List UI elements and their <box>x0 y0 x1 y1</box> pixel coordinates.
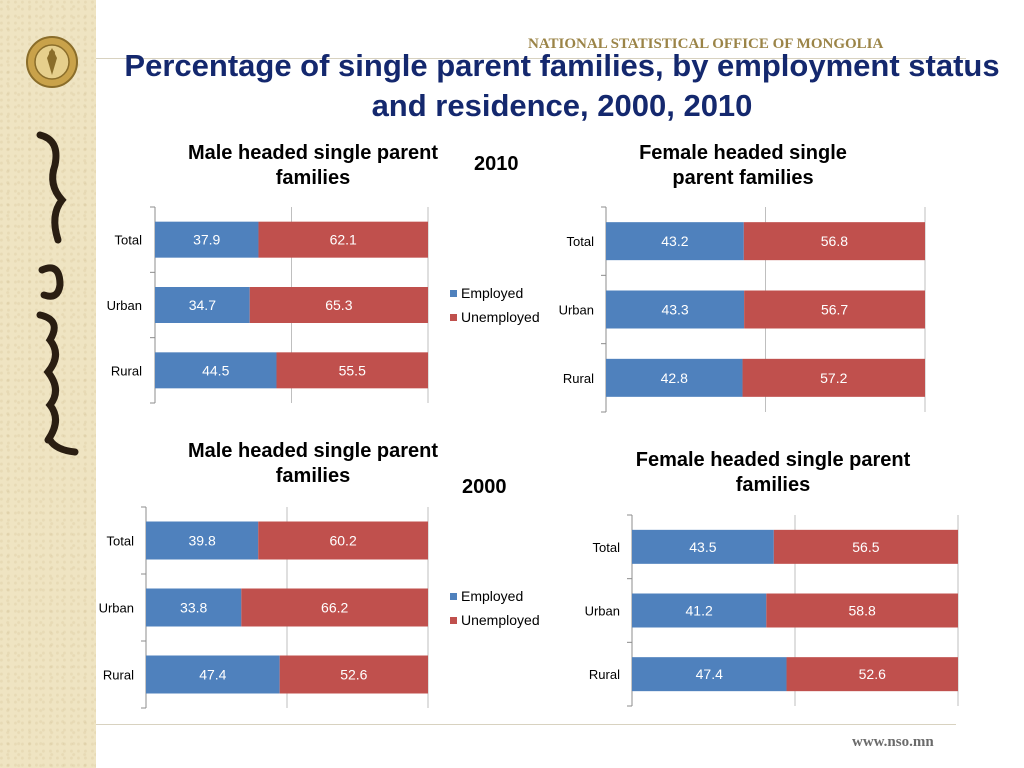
category-label: Rural <box>563 371 594 386</box>
data-label: 43.2 <box>661 233 688 249</box>
chart-title-male-2010: Male headed single parent families <box>187 142 439 189</box>
bar-unemployed <box>773 529 958 564</box>
bar-employed <box>146 521 259 560</box>
state-emblem-icon <box>26 36 78 88</box>
bar-unemployed <box>249 287 428 323</box>
data-label: 56.7 <box>821 302 848 318</box>
bar-employed <box>606 358 743 397</box>
bar-employed <box>632 529 774 564</box>
data-label: 34.7 <box>189 297 216 313</box>
legend-item-unemployed: Unemployed <box>450 305 540 329</box>
bar-employed <box>606 290 745 329</box>
bar-unemployed <box>766 593 958 628</box>
mongolian-script-decoration <box>36 131 79 456</box>
data-label: 52.6 <box>859 666 886 682</box>
legend-swatch-employed <box>450 592 457 600</box>
legend-2010: Employed Unemployed <box>450 281 540 329</box>
data-label: 60.2 <box>329 533 356 549</box>
data-label: 62.1 <box>330 232 357 248</box>
category-label: Rural <box>103 668 134 683</box>
bar-employed <box>146 655 280 694</box>
chart-title-female-2000: Female headed single parent families <box>635 449 911 496</box>
data-label: 41.2 <box>686 603 713 619</box>
data-label: 42.8 <box>661 370 688 386</box>
bar-unemployed <box>786 657 958 692</box>
category-label: Rural <box>111 363 142 378</box>
bar-unemployed <box>743 222 925 261</box>
bar-employed <box>155 221 259 258</box>
legend-swatch-unemployed <box>450 313 457 321</box>
bar-employed <box>632 657 787 692</box>
bar-unemployed <box>744 290 925 329</box>
legend-2000: Employed Unemployed <box>450 584 540 632</box>
category-label: Total <box>593 540 621 555</box>
category-label: Total <box>567 234 595 249</box>
category-label: Urban <box>107 298 142 313</box>
bar-employed <box>146 588 242 627</box>
office-name: NATIONAL STATISTICAL OFFICE OF MONGOLIA <box>528 36 884 52</box>
chart-title-female-2010: Female headed single parent families <box>639 142 847 189</box>
legend-item-employed: Employed <box>450 584 540 608</box>
legend-label-unemployed: Unemployed <box>461 612 540 628</box>
legend-swatch-unemployed <box>450 616 457 624</box>
data-label: 58.8 <box>849 603 876 619</box>
chart-male-2010: Total 37.9 62.1 Urban 34.7 65.3 Rural 44.5 55.5 <box>107 206 429 404</box>
decorative-sidebar <box>0 0 96 768</box>
header-rule <box>96 58 966 59</box>
legend-label-unemployed: Unemployed <box>461 309 540 325</box>
category-label: Urban <box>99 601 134 616</box>
data-label: 43.3 <box>661 302 688 318</box>
data-label: 57.2 <box>820 370 847 386</box>
year-label-2010: 2010 <box>474 153 519 175</box>
bar-employed <box>155 352 277 389</box>
slide-title: Percentage of single parent families, by… <box>124 48 1000 123</box>
bar-unemployed <box>742 358 925 397</box>
category-label: Rural <box>589 667 620 682</box>
data-label: 37.9 <box>193 232 220 248</box>
legend-item-unemployed: Unemployed <box>450 608 540 632</box>
category-label: Urban <box>585 604 620 619</box>
data-label: 66.2 <box>321 600 348 616</box>
chart-male-2000: Total 39.8 60.2 Urban 33.8 66.2 Rural 47.4 52.6 <box>99 506 429 709</box>
bar-unemployed <box>258 521 428 560</box>
legend-item-employed: Employed <box>450 281 540 305</box>
bar-unemployed <box>276 352 428 389</box>
category-label: Total <box>107 534 135 549</box>
data-label: 56.5 <box>852 539 879 555</box>
chart-female-2010: Total 43.2 56.8 Urban 43.3 56.7 Rural 42.8 57.2 <box>559 206 926 413</box>
data-label: 47.4 <box>696 666 723 682</box>
data-label: 65.3 <box>325 297 352 313</box>
data-label: 56.8 <box>821 233 848 249</box>
legend-label-employed: Employed <box>461 588 524 604</box>
chart-female-2000: Total 43.5 56.5 Urban 41.2 58.8 Rural 47.4 52.6 <box>585 514 959 707</box>
data-label: 52.6 <box>340 667 367 683</box>
bar-unemployed <box>241 588 428 627</box>
category-label: Urban <box>559 303 594 318</box>
data-label: 33.8 <box>180 600 207 616</box>
bar-employed <box>632 593 767 628</box>
bar-employed <box>606 222 744 261</box>
data-label: 55.5 <box>339 362 366 378</box>
year-label-2000: 2000 <box>462 476 507 498</box>
data-label: 39.8 <box>188 533 215 549</box>
data-label: 44.5 <box>202 362 229 378</box>
category-label: Total <box>115 233 143 248</box>
data-label: 47.4 <box>199 667 226 683</box>
data-label: 43.5 <box>689 539 716 555</box>
footer-url: www.nso.mn <box>852 734 934 750</box>
bar-unemployed <box>258 221 428 258</box>
chart-title-male-2000: Male headed single parent families <box>187 440 439 487</box>
legend-label-employed: Employed <box>461 285 524 301</box>
footer-rule <box>96 724 956 725</box>
legend-swatch-employed <box>450 289 457 297</box>
bar-employed <box>155 287 250 323</box>
bar-unemployed <box>279 655 428 694</box>
